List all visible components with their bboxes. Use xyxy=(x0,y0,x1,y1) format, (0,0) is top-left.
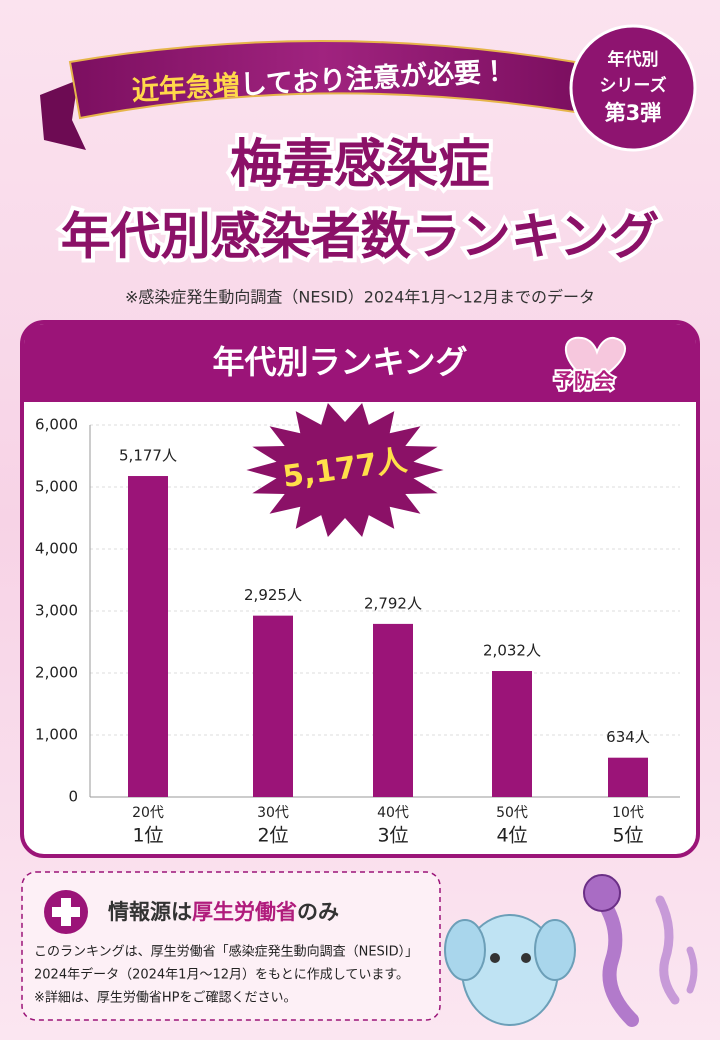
info-line: このランキングは、厚生労働省「感染症発生動向調査（NESID）」 xyxy=(34,944,418,960)
x-tick-label: 10代 xyxy=(612,805,644,821)
x-tick-label: 40代 xyxy=(377,805,409,821)
bar xyxy=(492,671,532,797)
info-line: ※詳細は、厚生労働省HPをご確認ください。 xyxy=(34,990,297,1006)
series-badge xyxy=(569,24,697,152)
y-tick-label: 5,000 xyxy=(35,478,78,496)
plus-icon-bar xyxy=(61,898,71,926)
x-tick-label: 50代 xyxy=(496,805,528,821)
y-tick-label: 2,000 xyxy=(35,664,78,682)
value-label: 2,925人 xyxy=(244,586,302,604)
value-label: 5,177人 xyxy=(119,447,177,465)
rank-label: 2位 xyxy=(257,825,288,847)
logo-heart xyxy=(564,336,626,382)
value-label: 2,792人 xyxy=(364,594,422,612)
rank-label: 4位 xyxy=(496,825,527,847)
bar xyxy=(373,623,413,797)
value-label: 2,032人 xyxy=(483,642,541,660)
logo-text: 予防会 xyxy=(554,369,615,393)
y-tick-label: 0 xyxy=(68,788,78,806)
badge-text: シリーズ xyxy=(599,75,666,96)
ribbon-tail xyxy=(40,80,86,150)
starburst xyxy=(246,403,444,537)
rank-label: 5位 xyxy=(612,825,643,847)
rank-label: 1位 xyxy=(132,825,163,847)
chart-title: 年代別ランキング xyxy=(212,343,467,381)
banner-highlight: 近年急増 xyxy=(131,69,241,107)
badge-text: 第3弾 xyxy=(605,101,662,125)
value-label: 634人 xyxy=(606,728,650,746)
title: 梅毒感染症 xyxy=(230,135,490,195)
info-title-suffix: のみ xyxy=(297,900,339,924)
info-title-prefix: 情報源は xyxy=(108,900,192,924)
rank-label: 3位 xyxy=(377,825,408,847)
x-tick-label: 20代 xyxy=(132,805,164,821)
title: 年代別感染者数ランキング xyxy=(61,208,660,266)
info-line: 2024年データ（2024年1月〜12月）をもとに作成しています。 xyxy=(34,967,409,983)
chart-card xyxy=(20,320,700,858)
plot-area: 0 1,000 2,000 3,000 4,000 5,000 6,000 5,177人 20代… xyxy=(35,403,680,847)
x-tick-label: 30代 xyxy=(257,805,289,821)
y-tick-label: 6,000 xyxy=(35,416,78,434)
info-title: 情報源は厚生労働省のみ xyxy=(108,900,339,924)
info-box xyxy=(21,871,441,1021)
y-tick-label: 4,000 xyxy=(35,540,78,558)
bar xyxy=(253,615,293,797)
chart-header xyxy=(24,324,696,402)
illustration xyxy=(444,874,698,1027)
source-note: ※感染症発生動向調査（NESID）2024年1月〜12月までのデータ xyxy=(125,288,595,307)
bar xyxy=(128,476,168,797)
bar xyxy=(608,757,648,797)
y-tick-label: 3,000 xyxy=(35,602,78,620)
y-tick-label: 1,000 xyxy=(35,726,78,744)
info-title-highlight: 厚生労働省 xyxy=(192,900,297,924)
badge-text: 年代別 xyxy=(608,49,659,70)
